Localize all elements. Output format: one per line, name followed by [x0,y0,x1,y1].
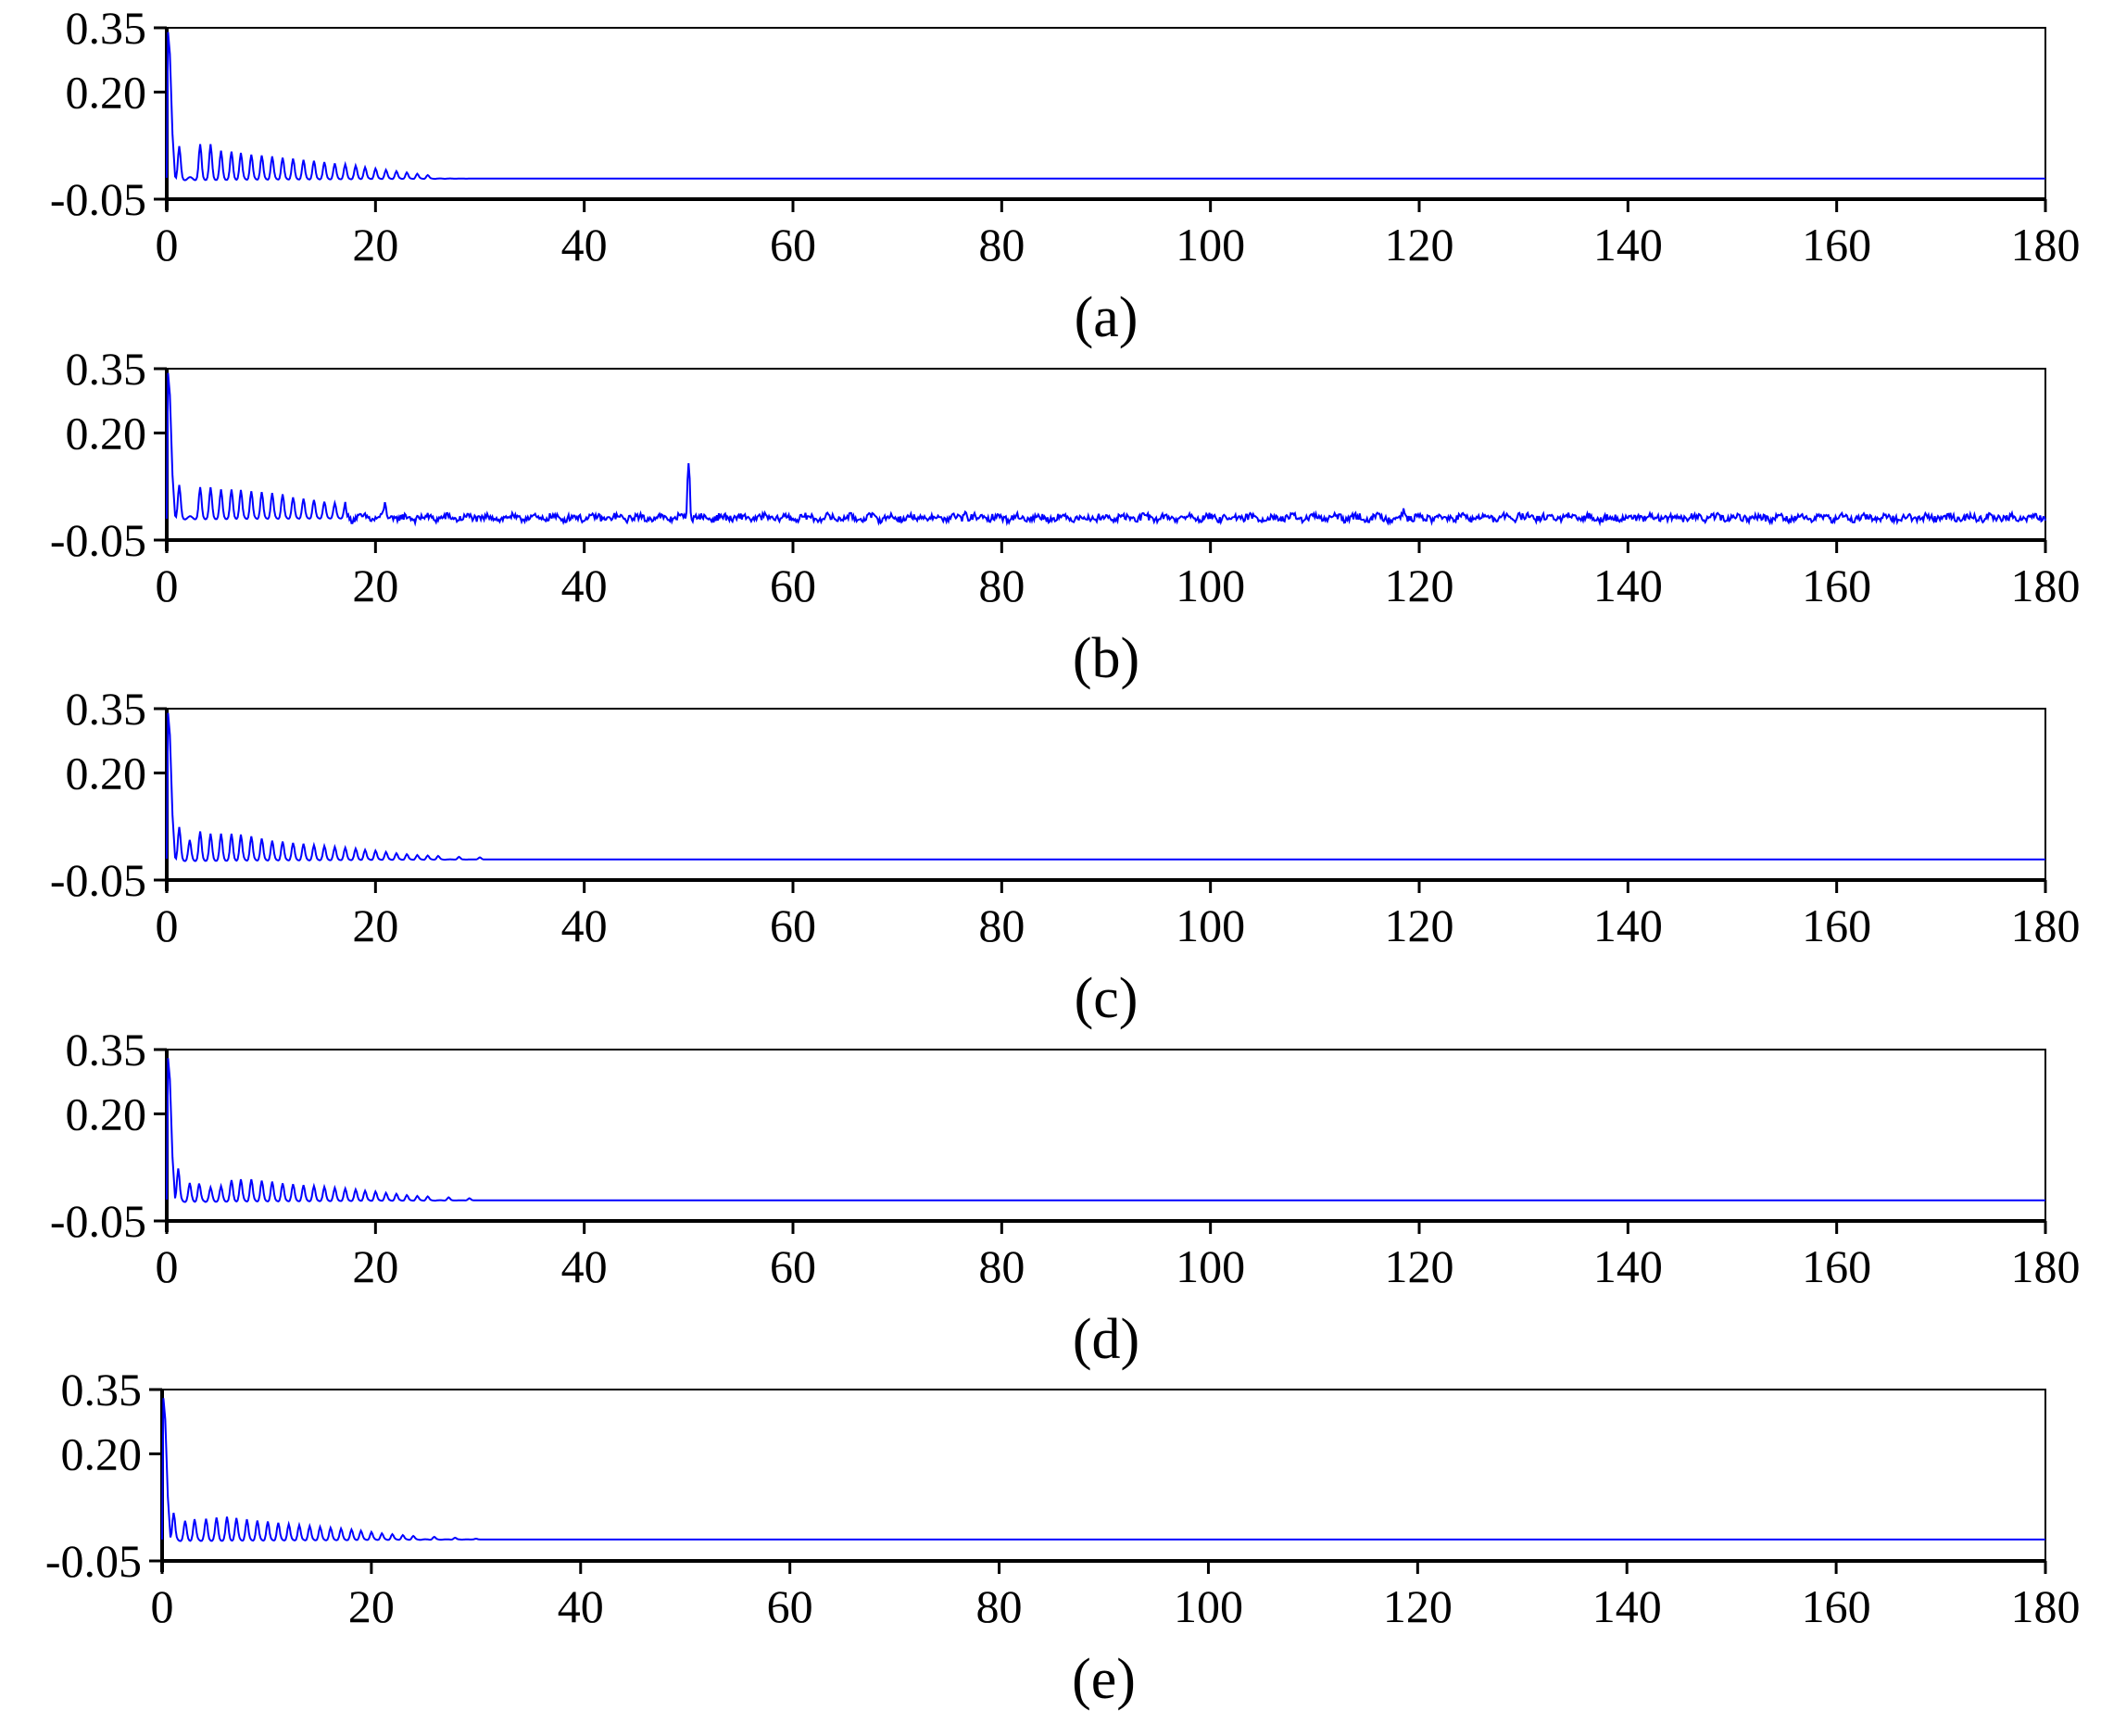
y-tick-label: 0.20 [66,66,147,118]
y-tick-label: 0.20 [61,1428,143,1479]
x-tick-label: 20 [352,560,398,611]
x-tick-label: 100 [1176,560,1245,611]
x-tick-label: 140 [1593,560,1663,611]
x-tick-label: 180 [2011,1240,2081,1292]
x-tick-label: 140 [1593,899,1663,951]
x-tick-label: 60 [767,1580,813,1632]
panel-d: 0 20 40 60 80 100 120 140 160 180 0.35 0.20 -0.05 (d) [50,1024,2081,1371]
x-tick-label: 60 [770,899,816,951]
y-tick-label: -0.05 [45,1535,142,1587]
x-tick-label: 120 [1385,560,1454,611]
y-tick-label: 0.20 [66,747,147,799]
x-tick-label: 160 [1802,219,1871,270]
x-tick-label: 140 [1593,219,1663,270]
y-tick-label: 0.35 [66,1024,147,1076]
x-tick-label: 80 [978,219,1025,270]
x-tick-label: 180 [2011,560,2081,611]
panels: 0 20 40 60 80 100 120 140 160 180 0.35 0.20 -0.05 (a)… [45,2,2081,1711]
x-tick-label: 20 [352,1240,398,1292]
x-tick-label: 160 [1802,899,1871,951]
x-tick-label: 180 [2011,1580,2081,1632]
x-tick-label: 20 [348,1580,395,1632]
panel-label: (a) [1075,286,1139,349]
panel-c: 0 20 40 60 80 100 120 140 160 180 0.35 0.20 -0.05 (c) [50,683,2081,1030]
series-line [161,1398,2045,1542]
x-tick-label: 80 [978,560,1025,611]
y-tick-label: 0.35 [66,683,147,735]
x-tick-label: 20 [352,899,398,951]
y-tick-label: 0.35 [66,2,147,54]
x-tick-label: 100 [1176,1240,1245,1292]
x-tick-label: 0 [156,1240,179,1292]
x-tick-label: 120 [1383,1580,1453,1632]
y-tick-label: 0.20 [66,1088,147,1139]
x-tick-label: 60 [770,1240,816,1292]
x-tick-label: 160 [1802,560,1871,611]
y-tick-label: 0.35 [61,1364,143,1415]
x-tick-label: 120 [1385,219,1454,270]
x-tick-label: 0 [156,219,179,270]
y-tick-label: -0.05 [50,1195,146,1247]
x-tick-label: 80 [978,1240,1025,1292]
x-tick-label: 140 [1593,1240,1663,1292]
x-tick-label: 100 [1176,219,1245,270]
panel-label: (b) [1073,627,1139,690]
y-tick-label: -0.05 [50,173,146,225]
x-tick-label: 160 [1802,1580,1871,1632]
panel-label: (c) [1075,967,1139,1030]
x-tick-label: 80 [978,899,1025,951]
series-line [166,1058,2045,1203]
panel-a: 0 20 40 60 80 100 120 140 160 180 0.35 0.20 -0.05 (a) [50,2,2081,349]
x-tick-label: 120 [1385,1240,1454,1292]
series-line [166,31,2045,182]
x-tick-label: 80 [976,1580,1023,1632]
x-tick-label: 180 [2011,219,2081,270]
panel-b: 0 20 40 60 80 100 120 140 160 180 0.35 0.20 -0.05 (b) [50,343,2081,690]
x-tick-label: 140 [1592,1580,1662,1632]
x-tick-label: 40 [558,1580,604,1632]
y-tick-label: -0.05 [50,514,146,566]
panel-e: 0 20 40 60 80 100 120 140 160 180 0.35 0.20 -0.05 (e) [45,1364,2081,1711]
x-tick-label: 60 [770,560,816,611]
y-tick-label: 0.35 [66,343,147,395]
x-tick-label: 120 [1385,899,1454,951]
x-tick-label: 0 [156,899,179,951]
series-line [166,372,2046,527]
x-tick-label: 40 [561,899,608,951]
x-tick-label: 60 [770,219,816,270]
x-tick-label: 160 [1802,1240,1871,1292]
x-tick-label: 100 [1176,899,1245,951]
x-tick-label: 40 [561,1240,608,1292]
x-tick-label: 20 [352,219,398,270]
series-line [166,712,2045,862]
x-tick-label: 0 [151,1580,174,1632]
panel-label: (e) [1072,1648,1136,1711]
y-tick-label: -0.05 [50,854,146,906]
panel-label: (d) [1073,1308,1139,1371]
y-tick-label: 0.20 [66,407,147,459]
x-tick-label: 40 [561,219,608,270]
x-tick-label: 0 [156,560,179,611]
x-tick-label: 180 [2011,899,2081,951]
x-tick-label: 100 [1174,1580,1243,1632]
x-tick-label: 40 [561,560,608,611]
